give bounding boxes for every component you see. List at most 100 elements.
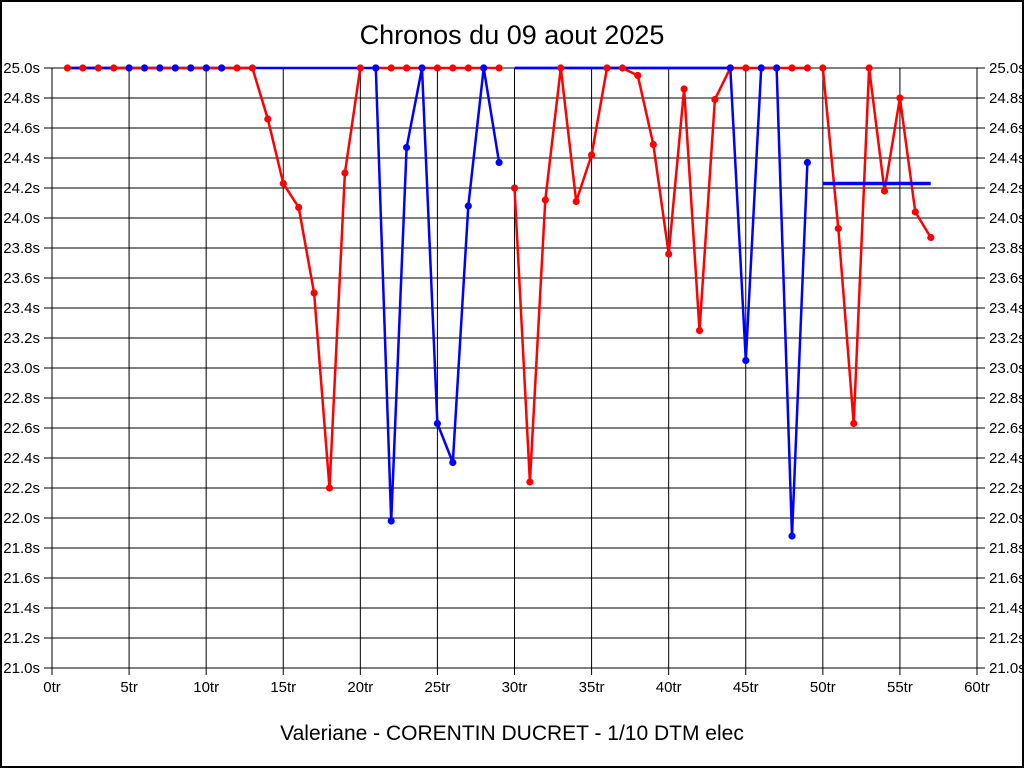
y-tick-label-right: 22.4s <box>989 450 1024 467</box>
y-tick-label-left: 23.6s <box>3 270 40 287</box>
x-tick-label: 5tr <box>120 679 138 696</box>
y-tick-label-left: 21.4s <box>3 600 40 617</box>
chart-title: Chronos du 09 aout 2025 <box>359 20 665 50</box>
red-data-point <box>649 140 657 149</box>
red-data-point <box>834 224 842 233</box>
x-tick-label: 25tr <box>424 679 450 696</box>
red-data-point <box>356 64 364 72</box>
y-tick-label-right: 21.0s <box>989 660 1024 677</box>
blue-data-point <box>788 532 796 540</box>
red-data-point <box>387 64 395 72</box>
y-tick-label-right: 22.2s <box>989 480 1024 497</box>
blue-data-point <box>156 64 164 72</box>
red-data-point <box>279 179 287 188</box>
y-tick-label-right: 23.8s <box>989 240 1024 257</box>
y-tick-label-left: 22.2s <box>3 480 40 497</box>
y-tick-label-right: 21.4s <box>989 600 1024 617</box>
blue-data-point <box>742 356 750 365</box>
chart-caption: Valeriane - CORENTIN DUCRET - 1/10 DTM e… <box>280 722 744 745</box>
blue-data-point <box>757 64 765 72</box>
red-data-point <box>603 64 611 72</box>
x-tick-label: 45tr <box>733 679 759 696</box>
x-tick-label: 35tr <box>579 679 605 696</box>
red-data-point <box>403 64 411 72</box>
red-data-point <box>510 184 519 192</box>
y-tick-label-left: 24.6s <box>3 120 40 137</box>
red-data-point <box>63 64 71 72</box>
y-tick-label-left: 24.2s <box>3 180 40 197</box>
red-data-point <box>850 419 858 428</box>
x-tick-label: 0tr <box>43 679 61 696</box>
blue-data-point <box>171 64 179 72</box>
blue-data-point <box>773 64 781 72</box>
grid-and-axes: 0tr 5tr 10tr 15tr 20tr 25tr 30tr 35tr 40tr 45tr 50… <box>3 60 1024 696</box>
red-data-point <box>880 187 889 195</box>
y-tick-label-left: 22.8s <box>3 390 40 407</box>
red-data-point <box>927 233 935 242</box>
blue-data-point <box>495 158 503 167</box>
blue-data-point <box>418 64 426 72</box>
y-tick-label-left: 22.4s <box>3 450 40 467</box>
x-tick-label: 20tr <box>347 679 373 696</box>
red-data-point <box>541 196 549 204</box>
y-tick-label-left: 21.2s <box>3 630 40 647</box>
y-tick-label-right: 24.6s <box>989 120 1024 137</box>
red-data-point <box>711 95 719 104</box>
y-tick-label-right: 25.0s <box>989 60 1024 77</box>
y-tick-label-right: 24.0s <box>989 210 1024 227</box>
red-data-point <box>618 64 627 72</box>
red-data-point <box>742 64 750 72</box>
red-data-point <box>665 250 673 258</box>
red-data-point <box>634 71 642 80</box>
red-line-segment <box>821 67 932 424</box>
blue-series-markers <box>125 64 812 540</box>
red-data-point <box>788 64 796 72</box>
y-tick-label-right: 24.2s <box>989 180 1024 197</box>
red-data-point <box>94 64 102 72</box>
y-tick-label-right: 23.6s <box>989 270 1024 287</box>
blue-data-point <box>464 202 472 210</box>
blue-data-point <box>449 458 457 467</box>
y-tick-label-right: 24.4s <box>989 150 1024 167</box>
red-line-segment <box>513 66 808 483</box>
y-tick-label-right: 21.8s <box>989 540 1024 557</box>
y-tick-label-left: 23.0s <box>3 360 40 377</box>
y-tick-label-left: 23.8s <box>3 240 40 257</box>
red-data-point <box>248 64 256 72</box>
red-data-point <box>310 289 318 297</box>
blue-data-point <box>726 64 734 72</box>
blue-data-point <box>202 64 210 72</box>
red-data-point <box>803 64 812 72</box>
blue-data-point <box>372 64 380 72</box>
x-tick-label: 40tr <box>656 679 682 696</box>
red-data-point <box>110 64 118 72</box>
blue-data-point <box>187 64 195 72</box>
y-tick-label-right: 23.4s <box>989 300 1024 317</box>
red-data-point <box>264 115 272 123</box>
red-data-point <box>526 478 534 486</box>
x-tick-label: 10tr <box>193 679 219 696</box>
y-tick-label-left: 24.8s <box>3 90 40 107</box>
x-tick-label: 60tr <box>964 679 990 696</box>
y-tick-label-left: 24.0s <box>3 210 40 227</box>
y-tick-label-right: 23.2s <box>989 330 1024 347</box>
red-data-point <box>449 64 457 72</box>
red-data-point <box>896 94 904 102</box>
blue-data-point <box>125 64 133 72</box>
blue-data-point <box>387 517 395 525</box>
red-data-point <box>588 151 596 159</box>
red-data-point <box>464 64 472 72</box>
red-data-point <box>295 203 303 212</box>
red-data-point <box>233 64 241 72</box>
red-data-point <box>557 64 565 72</box>
x-tick-label: 15tr <box>270 679 296 696</box>
y-tick-label-left: 22.6s <box>3 420 40 437</box>
y-tick-label-left: 21.6s <box>3 570 40 587</box>
y-tick-label-right: 21.2s <box>989 630 1024 647</box>
y-tick-label-left: 25.0s <box>3 60 40 77</box>
y-tick-label-left: 21.8s <box>3 540 40 557</box>
y-tick-label-left: 23.4s <box>3 300 40 317</box>
y-tick-label-left: 22.0s <box>3 510 40 527</box>
